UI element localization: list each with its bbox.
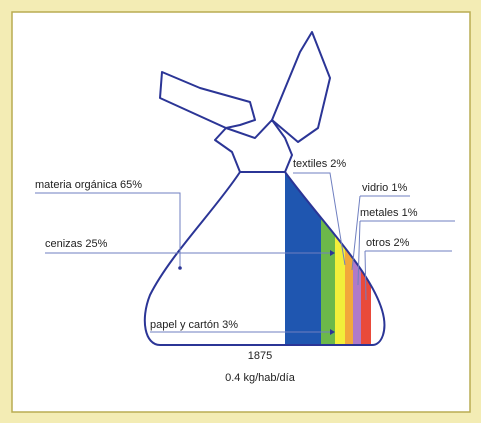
label-textiles: textiles 2% (293, 158, 346, 170)
label-others: otros 2% (366, 237, 410, 249)
caption-year: 1875 (248, 350, 272, 362)
label-paper: papel y cartón 3% (150, 319, 238, 331)
label-ashes: cenizas 25% (45, 238, 108, 250)
label-glass: vidrio 1% (362, 182, 407, 194)
label-metals: metales 1% (360, 207, 418, 219)
dot-organic (178, 266, 182, 270)
caption-rate: 0.4 kg/hab/día (225, 372, 296, 384)
page: materia orgánica 65% cenizas 25% textile… (0, 0, 481, 423)
diagram: materia orgánica 65% cenizas 25% textile… (0, 0, 481, 423)
label-organic: materia orgánica 65% (35, 179, 142, 191)
